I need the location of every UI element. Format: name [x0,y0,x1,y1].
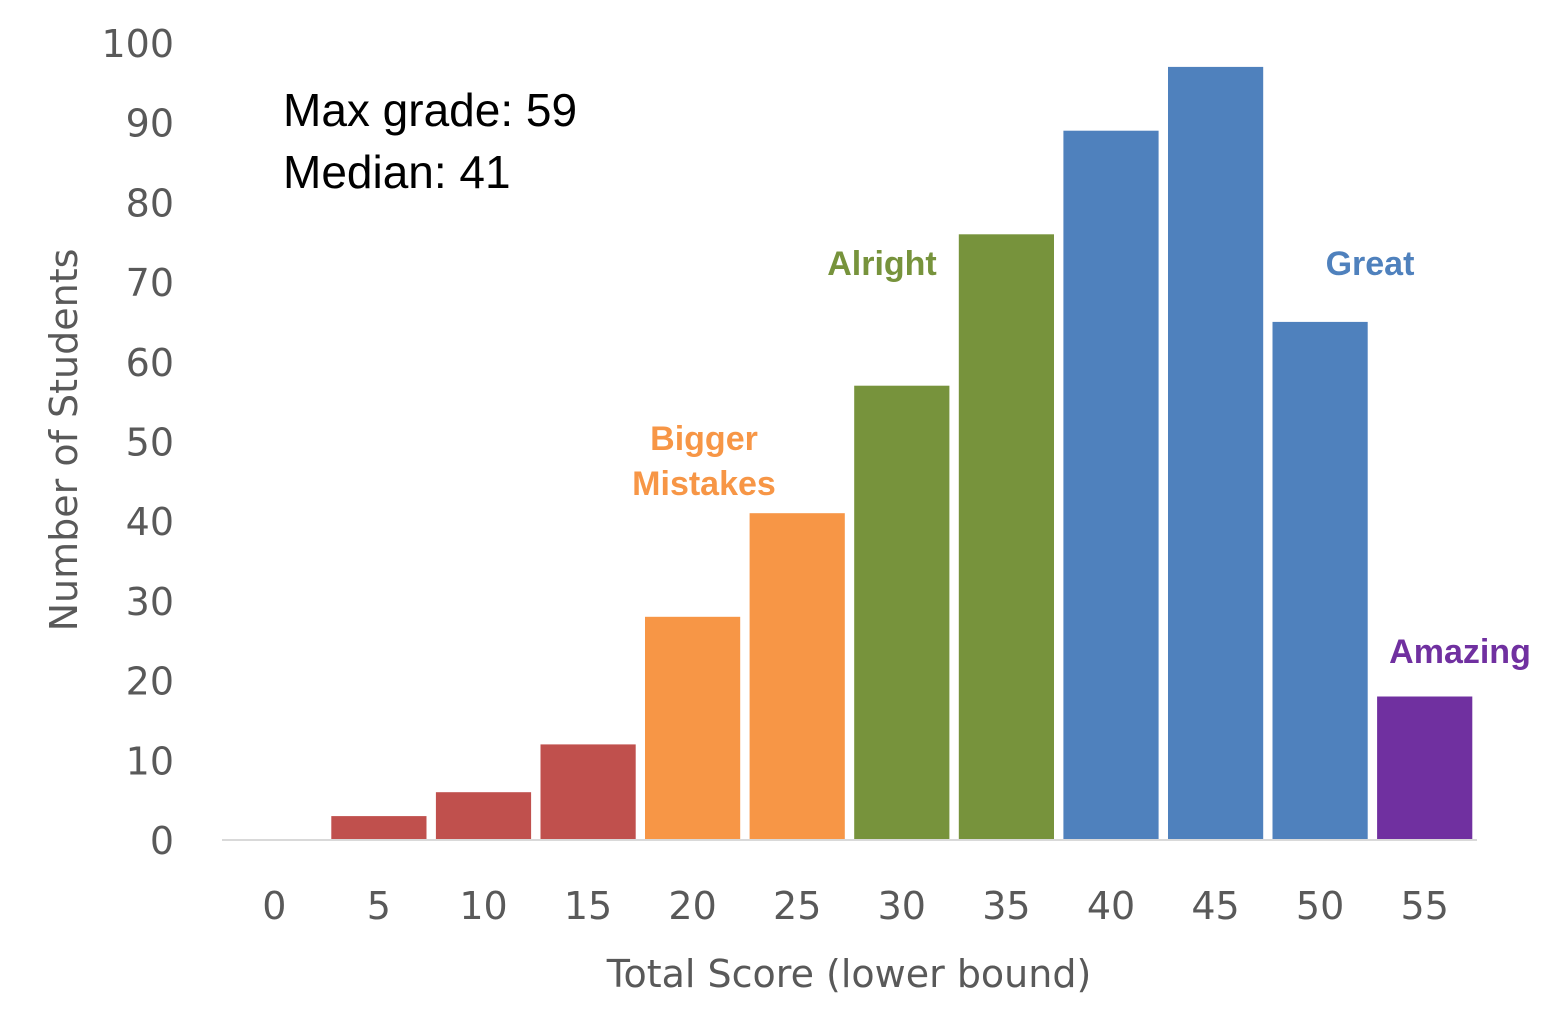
bar-15 [540,744,636,840]
y-axis-title: Number of Students [42,249,86,632]
bar-30 [854,385,950,840]
x-tick-label-55: 55 [1401,884,1449,928]
y-tick-label-100: 100 [101,22,174,66]
y-tick-label-30: 30 [126,580,174,624]
max-grade-annotation: Max grade: 59 [283,84,577,136]
bar-20 [645,616,741,840]
y-tick-label-70: 70 [126,261,174,305]
alright-label: Alright [827,245,937,283]
x-tick-label-30: 30 [878,884,926,928]
bar-10 [435,792,532,840]
bars-group [331,66,1473,841]
x-tick-label-50: 50 [1296,884,1344,928]
median-annotation: Median: 41 [283,146,511,198]
bar-55 [1377,696,1473,840]
x-tick-label-5: 5 [367,884,391,928]
x-tick-label-15: 15 [564,884,612,928]
y-tick-label-50: 50 [126,421,174,465]
bar-50 [1272,321,1368,840]
x-tick-label-0: 0 [262,884,286,928]
bar-25 [749,513,845,840]
bar-5 [331,816,427,840]
y-tick-label-90: 90 [126,102,174,146]
bar-40 [1063,130,1159,840]
x-tick-label-45: 45 [1191,884,1239,928]
bar-45 [1168,66,1264,840]
bigger-mistakes-label-line2: Mistakes [632,465,776,503]
x-tick-label-10: 10 [459,884,507,928]
y-tick-labels: 0 10 20 30 40 50 60 70 80 90 100 [101,22,174,863]
y-tick-label-60: 60 [126,341,174,385]
bigger-mistakes-label-line1: Bigger [650,420,758,458]
amazing-label: Amazing [1389,633,1531,671]
y-tick-label-40: 40 [126,500,174,544]
x-tick-labels: 0 5 10 15 20 25 30 35 40 45 50 55 [262,884,1449,928]
x-tick-label-40: 40 [1087,884,1135,928]
y-tick-label-20: 20 [126,660,174,704]
x-tick-label-25: 25 [773,884,821,928]
y-tick-label-10: 10 [126,739,174,783]
x-tick-label-35: 35 [982,884,1030,928]
y-tick-label-80: 80 [126,181,174,225]
x-axis-title: Total Score (lower bound) [606,952,1092,996]
x-tick-label-20: 20 [668,884,716,928]
bar-35 [958,234,1054,841]
y-tick-label-0: 0 [150,819,174,863]
great-label: Great [1326,245,1415,283]
